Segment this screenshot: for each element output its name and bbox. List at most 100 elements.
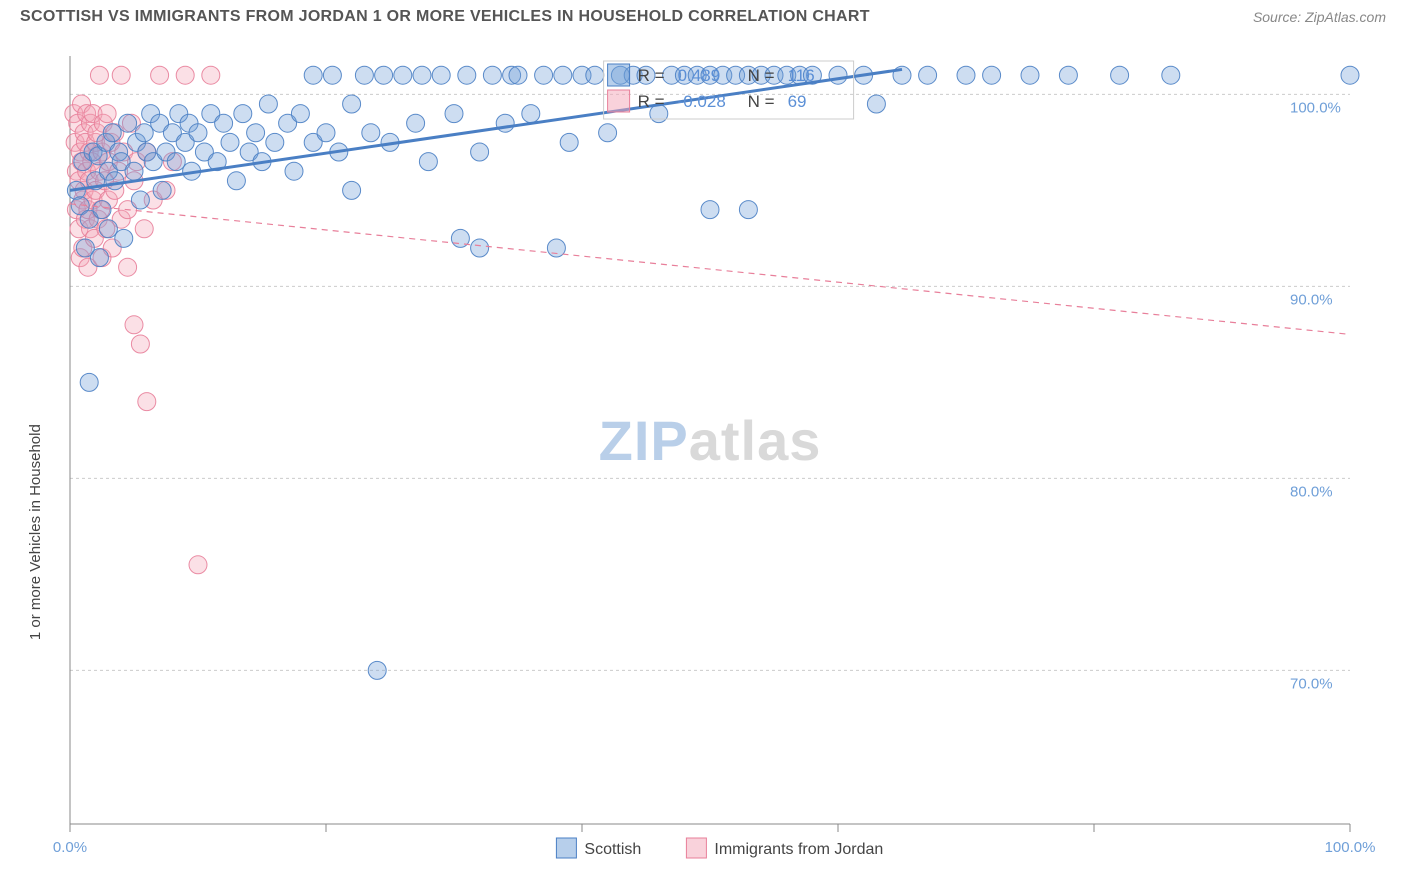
data-point [247,124,265,142]
data-point [867,95,885,113]
data-point [291,105,309,123]
data-point [554,66,572,84]
data-point [1059,66,1077,84]
data-point [285,162,303,180]
legend-label: Scottish [584,841,641,858]
data-point [153,181,171,199]
data-point [131,191,149,209]
data-point [535,66,553,84]
data-point [98,105,116,123]
data-point [394,66,412,84]
data-point [362,124,380,142]
scatter-chart: ZIPatlas 70.0% 80.0% 90.0% 100.0% 0.0% 100.0% 1… [20,36,1386,872]
legend-swatch [686,838,706,858]
data-point [323,66,341,84]
chart-container: ZIPatlas 70.0% 80.0% 90.0% 100.0% 0.0% 100.0% 1… [20,36,1386,872]
data-point [419,153,437,171]
data-point [90,66,108,84]
data-point [522,105,540,123]
stats-r-label: R = [638,66,665,85]
data-point [221,133,239,151]
data-point [471,143,489,161]
data-point [103,124,121,142]
legend-swatch [556,838,576,858]
data-point [202,66,220,84]
chart-title: SCOTTISH VS IMMIGRANTS FROM JORDAN 1 OR … [20,8,870,26]
x-tick-label: 0.0% [53,839,87,856]
data-point [375,66,393,84]
stats-n-label: N = [748,92,775,111]
data-point [119,114,137,132]
data-point [112,66,130,84]
data-point [93,201,111,219]
data-point [215,114,233,132]
stats-r-value: -0.028 [678,92,726,111]
data-point [445,105,463,123]
data-point [125,316,143,334]
data-point [483,66,501,84]
data-point [106,172,124,190]
data-point [355,66,373,84]
data-point [343,95,361,113]
legend-label: Immigrants from Jordan [714,841,883,858]
stats-swatch [608,90,630,112]
data-point [509,66,527,84]
data-point [151,66,169,84]
stats-swatch [608,64,630,86]
data-point [471,239,489,257]
header: SCOTTISH VS IMMIGRANTS FROM JORDAN 1 OR … [0,0,1406,30]
stats-n-value: 69 [788,92,807,111]
data-point [957,66,975,84]
y-tick-label: 80.0% [1290,483,1333,500]
data-point [829,66,847,84]
data-point [135,124,153,142]
y-tick-label: 70.0% [1290,675,1333,692]
x-tick-label: 100.0% [1325,839,1376,856]
data-point [368,661,386,679]
stats-r-label: R = [638,92,665,111]
data-point [1341,66,1359,84]
data-point [138,393,156,411]
data-point [432,66,450,84]
y-tick-label: 90.0% [1290,291,1333,308]
stats-r-value: 0.489 [678,66,721,85]
data-point [317,124,335,142]
data-point [131,335,149,353]
data-point [701,201,719,219]
data-point [234,105,252,123]
data-point [167,153,185,171]
stats-n-label: N = [748,66,775,85]
data-point [125,162,143,180]
data-point [259,95,277,113]
data-point [919,66,937,84]
y-axis-title: 1 or more Vehicles in Household [27,424,44,640]
data-point [739,201,757,219]
data-point [1162,66,1180,84]
data-point [266,133,284,151]
data-point [99,220,117,238]
data-point [1021,66,1039,84]
watermark: ZIPatlas [599,409,822,472]
data-point [90,249,108,267]
data-point [343,181,361,199]
data-point [119,258,137,276]
data-point [115,229,133,247]
data-point [560,133,578,151]
data-point [176,66,194,84]
data-point [304,66,322,84]
data-point [586,66,604,84]
data-point [189,556,207,574]
data-point [413,66,431,84]
source-attribution: Source: ZipAtlas.com [1253,9,1386,25]
data-point [599,124,617,142]
data-point [983,66,1001,84]
y-tick-label: 100.0% [1290,99,1341,116]
data-point [407,114,425,132]
data-point [1111,66,1129,84]
stats-n-value: 116 [788,66,815,85]
data-point [227,172,245,190]
data-point [135,220,153,238]
data-point [80,373,98,391]
data-point [458,66,476,84]
data-point [189,124,207,142]
